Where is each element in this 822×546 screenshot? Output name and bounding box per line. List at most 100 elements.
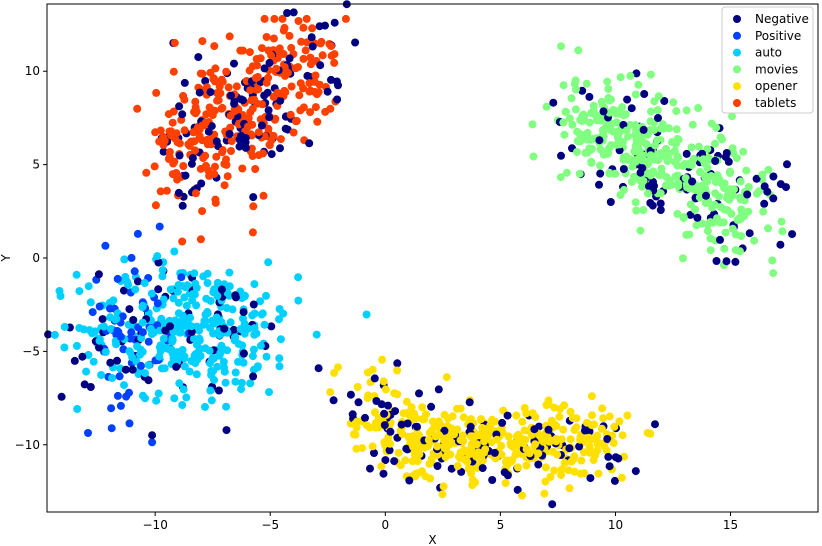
point-tablets (208, 111, 217, 120)
point-negative (361, 413, 369, 422)
point-auto (112, 314, 121, 323)
point-movies (682, 106, 691, 115)
point-tablets (299, 23, 308, 32)
point-opener (547, 416, 556, 425)
point-tablets (254, 128, 263, 137)
point-negative (154, 285, 163, 294)
point-opener (448, 412, 457, 421)
point-movies (603, 150, 612, 158)
point-movies (750, 236, 759, 245)
point-opener (481, 445, 490, 454)
point-negative (548, 500, 557, 509)
point-tablets (198, 69, 207, 78)
point-positive (113, 327, 122, 335)
point-tablets (191, 146, 200, 155)
point-opener (362, 421, 371, 430)
point-auto (275, 315, 283, 324)
point-auto (249, 365, 258, 374)
point-negative (575, 442, 584, 451)
point-movies (686, 200, 695, 209)
point-opener (565, 484, 574, 493)
point-auto (249, 345, 258, 354)
point-auto (140, 279, 149, 287)
point-opener (598, 404, 607, 413)
point-movies (573, 137, 582, 146)
point-auto (186, 313, 195, 322)
point-tablets (218, 146, 227, 155)
point-auto (276, 335, 285, 344)
point-auto (223, 289, 232, 298)
point-tablets (156, 187, 165, 196)
point-movies (662, 173, 671, 182)
point-tablets (264, 124, 273, 133)
point-tablets (262, 33, 271, 41)
point-opener (353, 417, 362, 426)
point-negative (384, 401, 392, 410)
point-positive (130, 267, 139, 276)
point-negative (595, 136, 604, 145)
point-negative (415, 389, 423, 398)
point-auto (178, 401, 187, 409)
point-negative (656, 199, 665, 208)
point-auto (262, 291, 270, 300)
point-negative (94, 270, 103, 279)
point-negative (121, 365, 130, 374)
point-movies (631, 141, 640, 150)
point-opener (615, 417, 624, 426)
point-negative (596, 169, 605, 178)
point-auto (99, 322, 108, 331)
point-movies (605, 168, 614, 177)
point-movies (726, 186, 734, 194)
point-auto (244, 324, 253, 333)
point-positive (127, 253, 136, 262)
point-movies (568, 120, 577, 129)
point-negative (640, 90, 649, 98)
point-opener (618, 431, 627, 440)
point-negative (329, 396, 338, 405)
point-auto (168, 334, 177, 343)
point-tablets (227, 147, 235, 155)
point-movies (672, 125, 681, 134)
point-opener (502, 457, 510, 466)
x-tick-label: 15 (723, 518, 738, 532)
point-auto (294, 273, 303, 282)
point-opener (413, 457, 422, 466)
point-negative (632, 69, 641, 78)
point-negative (565, 444, 574, 453)
point-negative (605, 462, 614, 471)
point-negative (260, 64, 269, 73)
point-negative (711, 157, 720, 165)
point-negative (722, 257, 731, 266)
point-negative (239, 96, 247, 105)
point-movies (556, 173, 565, 182)
point-tablets (283, 68, 292, 77)
point-auto (213, 291, 222, 300)
y-tick-label: 0 (32, 251, 40, 265)
point-negative (724, 157, 733, 166)
point-movies (574, 46, 583, 55)
point-tablets (232, 82, 241, 91)
point-tablets (212, 152, 221, 161)
point-auto (240, 292, 249, 301)
point-positive (127, 328, 136, 337)
point-auto (220, 367, 229, 376)
point-opener (364, 391, 373, 400)
point-auto (159, 334, 168, 343)
point-tablets (226, 111, 235, 120)
point-movies (616, 73, 625, 82)
point-auto (209, 354, 218, 363)
point-auto (294, 296, 303, 305)
point-movies (639, 177, 648, 185)
point-opener (377, 462, 386, 471)
point-auto (219, 357, 228, 366)
point-opener (410, 471, 419, 480)
point-movies (713, 171, 722, 180)
point-tablets (155, 137, 164, 146)
point-movies (739, 147, 748, 156)
point-auto (155, 352, 164, 361)
point-negative (181, 171, 190, 180)
point-opener (498, 428, 507, 437)
point-auto (187, 322, 196, 331)
point-movies (597, 97, 606, 106)
